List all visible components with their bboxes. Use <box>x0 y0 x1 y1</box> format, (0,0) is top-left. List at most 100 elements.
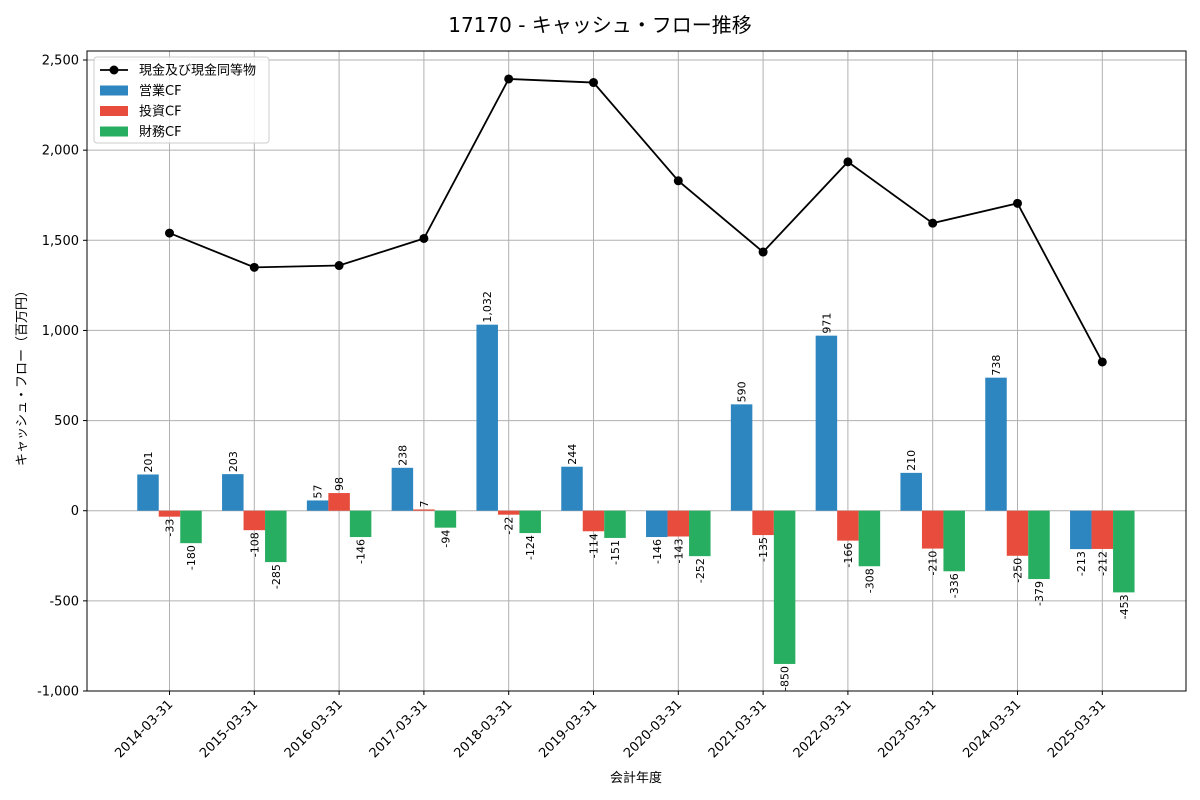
bar <box>667 510 690 537</box>
x-tick-label: 2022-03-31 <box>791 697 855 761</box>
x-axis-label: 会計年度 <box>610 770 662 786</box>
chart-title: 17170 - キャッシュ・フロー推移 <box>448 13 752 37</box>
bar-data-label: -308 <box>863 568 876 593</box>
bar-data-label: -212 <box>1096 551 1109 576</box>
bar <box>222 474 244 511</box>
bar-data-label: -108 <box>248 532 261 557</box>
y-tick-label: 500 <box>54 414 79 429</box>
bar <box>180 510 202 544</box>
y-tick-label: -500 <box>49 594 79 609</box>
cash-line-point <box>334 261 344 271</box>
y-tick-label: 0 <box>71 504 79 519</box>
bar-data-label: -22 <box>503 517 516 535</box>
legend-label: 投資CF <box>139 104 182 120</box>
cash-line-point <box>758 247 768 257</box>
bar <box>815 335 838 511</box>
bar <box>943 510 965 572</box>
bar-data-label: -151 <box>609 540 622 565</box>
bar-data-label: -213 <box>1075 551 1088 576</box>
legend-bar-swatch <box>100 106 128 116</box>
bar-data-label: -379 <box>1033 581 1046 606</box>
bar-data-label: -146 <box>651 539 664 564</box>
bar-data-label: 590 <box>736 381 749 402</box>
bar-data-label: -33 <box>164 519 177 537</box>
y-tick-label: 2,000 <box>42 144 79 159</box>
bar <box>306 500 329 511</box>
bar <box>391 467 414 511</box>
legend-label: 現金及び現金同等物 <box>139 63 256 79</box>
bar <box>1070 510 1092 550</box>
bar <box>413 509 435 511</box>
y-tick-label: -1,000 <box>37 685 79 700</box>
bar-data-label: -166 <box>842 543 855 568</box>
bar <box>349 510 372 538</box>
grid <box>87 51 1186 692</box>
legend-bar-swatch <box>100 85 128 96</box>
bar <box>434 510 457 528</box>
bar-data-label: 203 <box>227 451 240 472</box>
bar <box>900 472 922 511</box>
x-tick-label: 2014-03-31 <box>112 697 176 761</box>
x-tick-label: 2023-03-31 <box>875 697 939 761</box>
bar-data-label: 210 <box>905 450 918 471</box>
cash-line-point <box>1097 357 1107 367</box>
legend-box <box>93 56 270 144</box>
axes: -1,000 -500 0 500 1,000 1,500 2,000 2,500 2014-0… <box>37 54 1109 762</box>
x-tick-label: 2019-03-31 <box>536 697 600 761</box>
cash-line-point <box>1013 198 1022 208</box>
legend-label: 財務CF <box>139 125 182 140</box>
bar <box>265 510 287 563</box>
bar <box>646 510 668 538</box>
y-axis-label: キャッシュ・フロー（百万円） <box>15 284 30 466</box>
cash-line-point <box>673 176 683 186</box>
bar <box>519 510 541 534</box>
bar-data-label: -146 <box>355 539 368 564</box>
bar <box>752 510 774 536</box>
bar <box>243 510 266 531</box>
x-tick-label: 2020-03-31 <box>621 697 685 761</box>
bar-data-label: 971 <box>820 313 833 334</box>
bar-data-label: -180 <box>185 545 198 570</box>
bar-data-label: -850 <box>779 666 792 691</box>
cash-line-point <box>419 233 429 243</box>
bar-data-label: -135 <box>757 537 770 562</box>
bar <box>476 324 498 511</box>
bar-data-label: -336 <box>948 573 961 598</box>
bar <box>1006 510 1029 556</box>
bar-data-label: -124 <box>524 535 537 560</box>
cash-line-point <box>504 74 514 84</box>
bar <box>1113 510 1135 593</box>
bar <box>773 510 796 664</box>
bar-data-label: 238 <box>396 445 409 466</box>
bar <box>730 404 753 511</box>
bar-data-label: 98 <box>333 477 346 491</box>
y-tick-label: 1,000 <box>42 324 79 339</box>
plot-frame <box>86 50 1187 692</box>
bar <box>561 466 583 511</box>
x-tick-label: 2015-03-31 <box>197 697 261 761</box>
cash-line-point <box>589 78 598 88</box>
x-tick-label: 2024-03-31 <box>960 697 1024 761</box>
bar-data-label: -250 <box>1012 558 1025 583</box>
bar <box>1028 510 1050 580</box>
bar-data-label: -453 <box>1118 594 1131 619</box>
bar <box>858 510 881 567</box>
bar <box>837 510 859 541</box>
cash-line-series <box>165 74 1107 367</box>
y-tick-label: 2,500 <box>42 54 79 69</box>
bar-data-label: -210 <box>927 551 940 576</box>
bar <box>985 377 1007 511</box>
cash-line-point <box>928 218 938 228</box>
bar <box>497 510 520 515</box>
x-tick-label: 2018-03-31 <box>451 697 515 761</box>
bar-data-label: -143 <box>672 538 685 563</box>
x-tick-label: 2025-03-31 <box>1045 697 1109 761</box>
bar-series <box>137 324 1135 664</box>
bar-data-label: -252 <box>694 558 707 583</box>
bar-data-label: 201 <box>142 451 155 472</box>
cash-line-point <box>165 228 174 238</box>
bar <box>158 510 181 517</box>
bar-data-label: -94 <box>439 530 452 548</box>
